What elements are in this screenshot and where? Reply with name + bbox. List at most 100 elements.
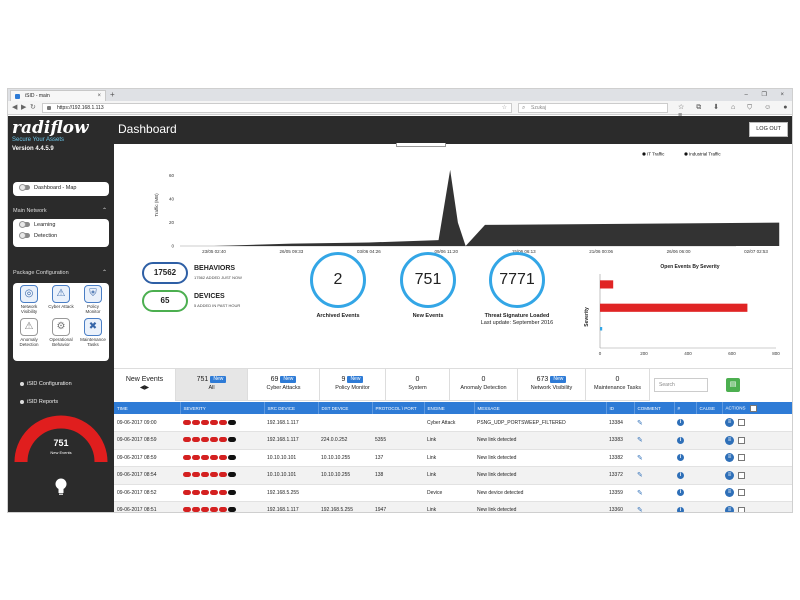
- pencil-icon[interactable]: ✎: [637, 437, 643, 445]
- info-icon[interactable]: i: [677, 489, 684, 497]
- info-icon[interactable]: i: [677, 506, 684, 512]
- legend-label[interactable]: IT Traffic: [647, 152, 665, 157]
- tab-close-icon[interactable]: ×: [97, 93, 101, 99]
- package-maintenance-tasks[interactable]: ✖ Maintenance Tasks: [80, 318, 107, 347]
- col-dst-device[interactable]: DST DEVICE: [318, 402, 373, 414]
- dashboard-map-toggle[interactable]: [19, 184, 30, 192]
- col-engine[interactable]: ENGINE: [424, 402, 475, 414]
- package-configuration-header[interactable]: Package Configuration ⌃: [13, 269, 109, 277]
- archived-events-circle[interactable]: 2: [310, 252, 366, 308]
- tab-new-events[interactable]: New Events ◀▶: [114, 369, 176, 401]
- row-checkbox[interactable]: [738, 419, 745, 426]
- pencil-icon[interactable]: ✎: [637, 472, 643, 480]
- url-bar[interactable]: https://192.168.1.113 ☆: [42, 103, 512, 113]
- list-menu-icon[interactable]: ≡: [725, 453, 734, 463]
- table-row[interactable]: 09-06-2017 08:59 10.10.10.101 10.10.10.255…: [114, 449, 792, 467]
- window-controls[interactable]: – ❐ ×: [744, 92, 790, 98]
- lightbulb-icon[interactable]: [54, 478, 68, 496]
- cell-comment: ✎: [634, 414, 674, 432]
- chevron-up-icon[interactable]: ⌃: [101, 270, 107, 276]
- package-anomaly-detection[interactable]: ⚠ Anomaly Detection: [16, 318, 43, 347]
- tab-maintenance-tasks[interactable]: 0 Maintenance Tasks: [586, 369, 650, 401]
- detection-row[interactable]: Detection: [13, 232, 109, 243]
- learning-row[interactable]: Learning: [13, 219, 109, 232]
- browser-tab[interactable]: iSID - main ×: [10, 90, 106, 101]
- tab-all[interactable]: 751 New All: [176, 369, 248, 401]
- table-row[interactable]: 09-06-2017 09:00 192.168.1.117 Cyber Attac…: [114, 414, 792, 432]
- list-menu-icon[interactable]: ≡: [725, 418, 734, 427]
- package-policy-monitor[interactable]: ⛨ Policy Monitor: [80, 285, 107, 314]
- toolbar-icons[interactable]: ☆ ⧉ ⬇ ⌂ ⛉ ☺ ● ≡: [678, 104, 793, 119]
- legend-label[interactable]: Industrial Traffic: [689, 152, 721, 157]
- col-cause[interactable]: CAUSE: [696, 402, 723, 414]
- tab-system[interactable]: 0 System: [386, 369, 450, 401]
- view-switcher[interactable]: [396, 143, 446, 147]
- tab-cyber-attacks[interactable]: 69 New Cyber Attacks: [248, 369, 320, 401]
- tab-network-visibility[interactable]: 673 New Network Visibility: [518, 369, 586, 401]
- browser-search-input[interactable]: ⌕ Szukaj: [518, 103, 668, 113]
- package-network-visibility[interactable]: ◎ Network Visibility: [16, 285, 43, 314]
- cell-severity: [180, 414, 264, 432]
- list-menu-icon[interactable]: ≡: [725, 470, 734, 480]
- table-row[interactable]: 09-06-2017 08:59 192.168.1.117 224.0.0.252…: [114, 431, 792, 450]
- back-icon[interactable]: ◀: [12, 104, 18, 111]
- pencil-icon[interactable]: ✎: [637, 419, 643, 427]
- col-protocol-port[interactable]: PROTOCOL \ PORT: [372, 402, 425, 414]
- list-menu-icon[interactable]: ≡: [725, 435, 734, 445]
- col-number[interactable]: #: [674, 402, 697, 414]
- severity-bar[interactable]: [600, 280, 614, 289]
- behaviors-count[interactable]: 17562: [142, 262, 188, 284]
- tab-policy-monitor[interactable]: 9 New Policy Monitor: [320, 369, 386, 401]
- pencil-icon[interactable]: ✎: [637, 507, 643, 513]
- reload-icon[interactable]: ↻: [30, 104, 36, 111]
- events-search-input[interactable]: Search: [654, 378, 708, 392]
- col-time[interactable]: TIME: [114, 402, 181, 414]
- prev-next-arrows-icon[interactable]: ◀▶: [139, 385, 150, 391]
- col-id[interactable]: ID: [606, 402, 635, 414]
- main-network-header[interactable]: Main Network ⌃: [13, 207, 109, 215]
- col-message[interactable]: MESSAGE: [474, 402, 607, 414]
- info-icon[interactable]: i: [677, 436, 684, 444]
- package-cyber-attack[interactable]: ⚠ Cyber Attack: [48, 285, 75, 314]
- learning-toggle[interactable]: [19, 221, 30, 229]
- col-src-device[interactable]: SRC DEVICE: [264, 402, 319, 414]
- info-icon[interactable]: i: [677, 419, 684, 426]
- severity-bar[interactable]: [600, 327, 603, 331]
- col-comment[interactable]: COMMENT: [634, 402, 675, 414]
- new-tab-icon[interactable]: +: [110, 90, 115, 99]
- severity-dot: [219, 507, 227, 512]
- table-row[interactable]: 09-06-2017 08:54 10.10.10.101 10.10.10.255…: [114, 466, 792, 485]
- detection-toggle[interactable]: [19, 232, 30, 240]
- table-row[interactable]: 09-06-2017 08:51 192.168.1.117 192.168.5.2…: [114, 501, 792, 513]
- threat-signature-circle[interactable]: 7771: [489, 252, 545, 308]
- isid-configuration-link[interactable]: iSID Configuration: [20, 380, 72, 388]
- export-icon[interactable]: ▤: [726, 378, 740, 392]
- chevron-up-icon[interactable]: ⌃: [101, 208, 107, 214]
- pencil-icon[interactable]: ✎: [637, 489, 643, 497]
- isid-reports-link[interactable]: iSID Reports: [20, 398, 58, 406]
- forward-icon[interactable]: ▶: [21, 104, 27, 111]
- row-checkbox[interactable]: [738, 489, 745, 497]
- info-icon[interactable]: i: [677, 454, 684, 462]
- row-checkbox[interactable]: [738, 454, 745, 462]
- dashboard-map-row[interactable]: Dashboard - Map: [13, 182, 109, 195]
- bookmark-star-icon[interactable]: ☆: [501, 105, 507, 111]
- devices-count[interactable]: 65: [142, 290, 188, 312]
- severity-dot: [210, 489, 218, 495]
- pencil-icon[interactable]: ✎: [637, 454, 643, 462]
- severity-bar[interactable]: [600, 303, 748, 312]
- tab-anomaly-detection[interactable]: 0 Anomaly Detection: [450, 369, 518, 401]
- package-operational-behavior[interactable]: ⚙ Operational Behavior: [48, 318, 75, 347]
- new-events-circle[interactable]: 751: [400, 252, 456, 308]
- list-menu-icon[interactable]: ≡: [725, 505, 734, 512]
- row-checkbox[interactable]: [738, 471, 745, 479]
- list-menu-icon[interactable]: ≡: [725, 488, 734, 498]
- table-row[interactable]: 09-06-2017 08:52 192.168.5.255 Device New d…: [114, 484, 792, 502]
- col-severity[interactable]: SEVERITY: [180, 402, 265, 414]
- row-checkbox[interactable]: [738, 506, 745, 512]
- row-checkbox[interactable]: [738, 436, 745, 444]
- col-actions[interactable]: ACTIONS: [722, 402, 792, 414]
- info-icon[interactable]: i: [677, 471, 684, 479]
- select-all-checkbox[interactable]: [749, 404, 757, 412]
- logout-button[interactable]: LOG OUT: [749, 122, 788, 137]
